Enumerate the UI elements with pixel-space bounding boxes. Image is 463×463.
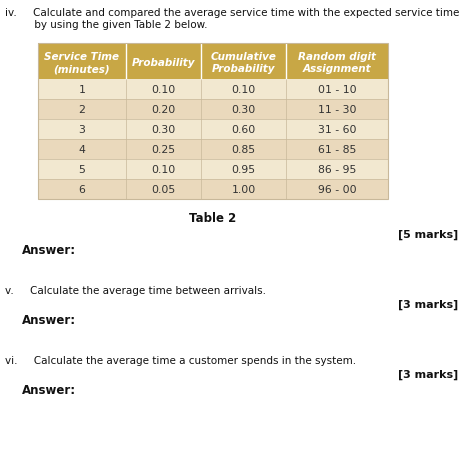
- Text: Probability: Probability: [132, 58, 195, 68]
- Text: 0.10: 0.10: [151, 165, 175, 175]
- Text: [3 marks]: [3 marks]: [398, 369, 458, 380]
- Text: 0.10: 0.10: [151, 85, 175, 95]
- Text: 1.00: 1.00: [232, 185, 256, 194]
- Text: 4: 4: [79, 144, 86, 155]
- Text: 5: 5: [79, 165, 86, 175]
- Text: 0.25: 0.25: [151, 144, 175, 155]
- Text: 96 - 00: 96 - 00: [318, 185, 357, 194]
- Text: 61 - 85: 61 - 85: [318, 144, 356, 155]
- Text: 0.20: 0.20: [151, 105, 175, 115]
- Bar: [38, 120, 388, 140]
- Text: 0.60: 0.60: [232, 125, 256, 135]
- Text: 1: 1: [79, 85, 86, 95]
- Text: [5 marks]: [5 marks]: [398, 230, 458, 240]
- Text: 0.10: 0.10: [232, 85, 256, 95]
- Bar: [38, 140, 388, 160]
- Text: Cumulative
Probability: Cumulative Probability: [211, 52, 276, 74]
- Text: 0.30: 0.30: [232, 105, 256, 115]
- Text: 0.95: 0.95: [232, 165, 256, 175]
- Bar: [38, 100, 388, 120]
- Bar: [38, 80, 388, 100]
- Text: 11 - 30: 11 - 30: [318, 105, 356, 115]
- Text: 01 - 10: 01 - 10: [318, 85, 357, 95]
- Text: 86 - 95: 86 - 95: [318, 165, 356, 175]
- Text: 3: 3: [79, 125, 86, 135]
- Text: by using the given Table 2 below.: by using the given Table 2 below.: [5, 20, 207, 30]
- Text: Service Time
(minutes): Service Time (minutes): [44, 52, 119, 74]
- Bar: [38, 160, 388, 180]
- Bar: [38, 44, 388, 200]
- Text: vi.     Calculate the average time a customer spends in the system.: vi. Calculate the average time a custome…: [5, 355, 356, 365]
- Text: Random digit
Assignment: Random digit Assignment: [298, 52, 376, 74]
- Text: 2: 2: [79, 105, 86, 115]
- Text: 0.85: 0.85: [232, 144, 256, 155]
- Bar: [38, 180, 388, 200]
- Text: [3 marks]: [3 marks]: [398, 300, 458, 310]
- Text: 31 - 60: 31 - 60: [318, 125, 356, 135]
- Text: Answer:: Answer:: [22, 244, 76, 257]
- Text: v.     Calculate the average time between arrivals.: v. Calculate the average time between ar…: [5, 285, 266, 295]
- Bar: [38, 44, 388, 80]
- Text: Table 2: Table 2: [189, 212, 237, 225]
- Text: 6: 6: [79, 185, 86, 194]
- Text: 0.05: 0.05: [151, 185, 175, 194]
- Text: 0.30: 0.30: [151, 125, 175, 135]
- Text: iv.     Calculate and compared the average service time with the expected servic: iv. Calculate and compared the average s…: [5, 8, 459, 18]
- Text: Answer:: Answer:: [22, 383, 76, 396]
- Text: Answer:: Answer:: [22, 313, 76, 326]
